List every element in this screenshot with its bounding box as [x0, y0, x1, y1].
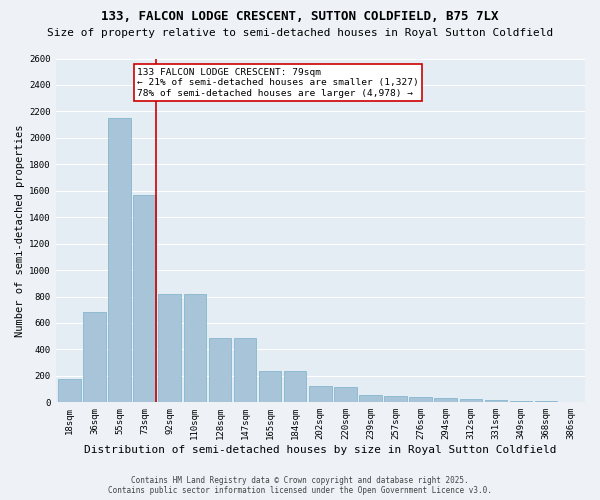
Bar: [133, 194, 156, 402]
Text: Size of property relative to semi-detached houses in Royal Sutton Coldfield: Size of property relative to semi-detach…: [47, 28, 553, 38]
Bar: [259, 370, 281, 402]
Bar: [284, 370, 307, 402]
Bar: [83, 312, 106, 402]
Bar: [510, 401, 532, 402]
Text: 133, FALCON LODGE CRESCENT, SUTTON COLDFIELD, B75 7LX: 133, FALCON LODGE CRESCENT, SUTTON COLDF…: [101, 10, 499, 23]
Bar: [233, 338, 256, 402]
Bar: [309, 386, 332, 402]
Bar: [384, 396, 407, 402]
Bar: [409, 397, 432, 402]
Bar: [334, 387, 356, 402]
Bar: [359, 395, 382, 402]
Bar: [434, 398, 457, 402]
Bar: [460, 400, 482, 402]
Bar: [58, 379, 80, 402]
Bar: [485, 400, 507, 402]
Y-axis label: Number of semi-detached properties: Number of semi-detached properties: [15, 124, 25, 336]
X-axis label: Distribution of semi-detached houses by size in Royal Sutton Coldfield: Distribution of semi-detached houses by …: [84, 445, 557, 455]
Bar: [108, 118, 131, 403]
Text: 133 FALCON LODGE CRESCENT: 79sqm
← 21% of semi-detached houses are smaller (1,32: 133 FALCON LODGE CRESCENT: 79sqm ← 21% o…: [137, 68, 419, 98]
Text: Contains HM Land Registry data © Crown copyright and database right 2025.
Contai: Contains HM Land Registry data © Crown c…: [108, 476, 492, 495]
Bar: [158, 294, 181, 403]
Bar: [209, 338, 231, 402]
Bar: [184, 294, 206, 403]
